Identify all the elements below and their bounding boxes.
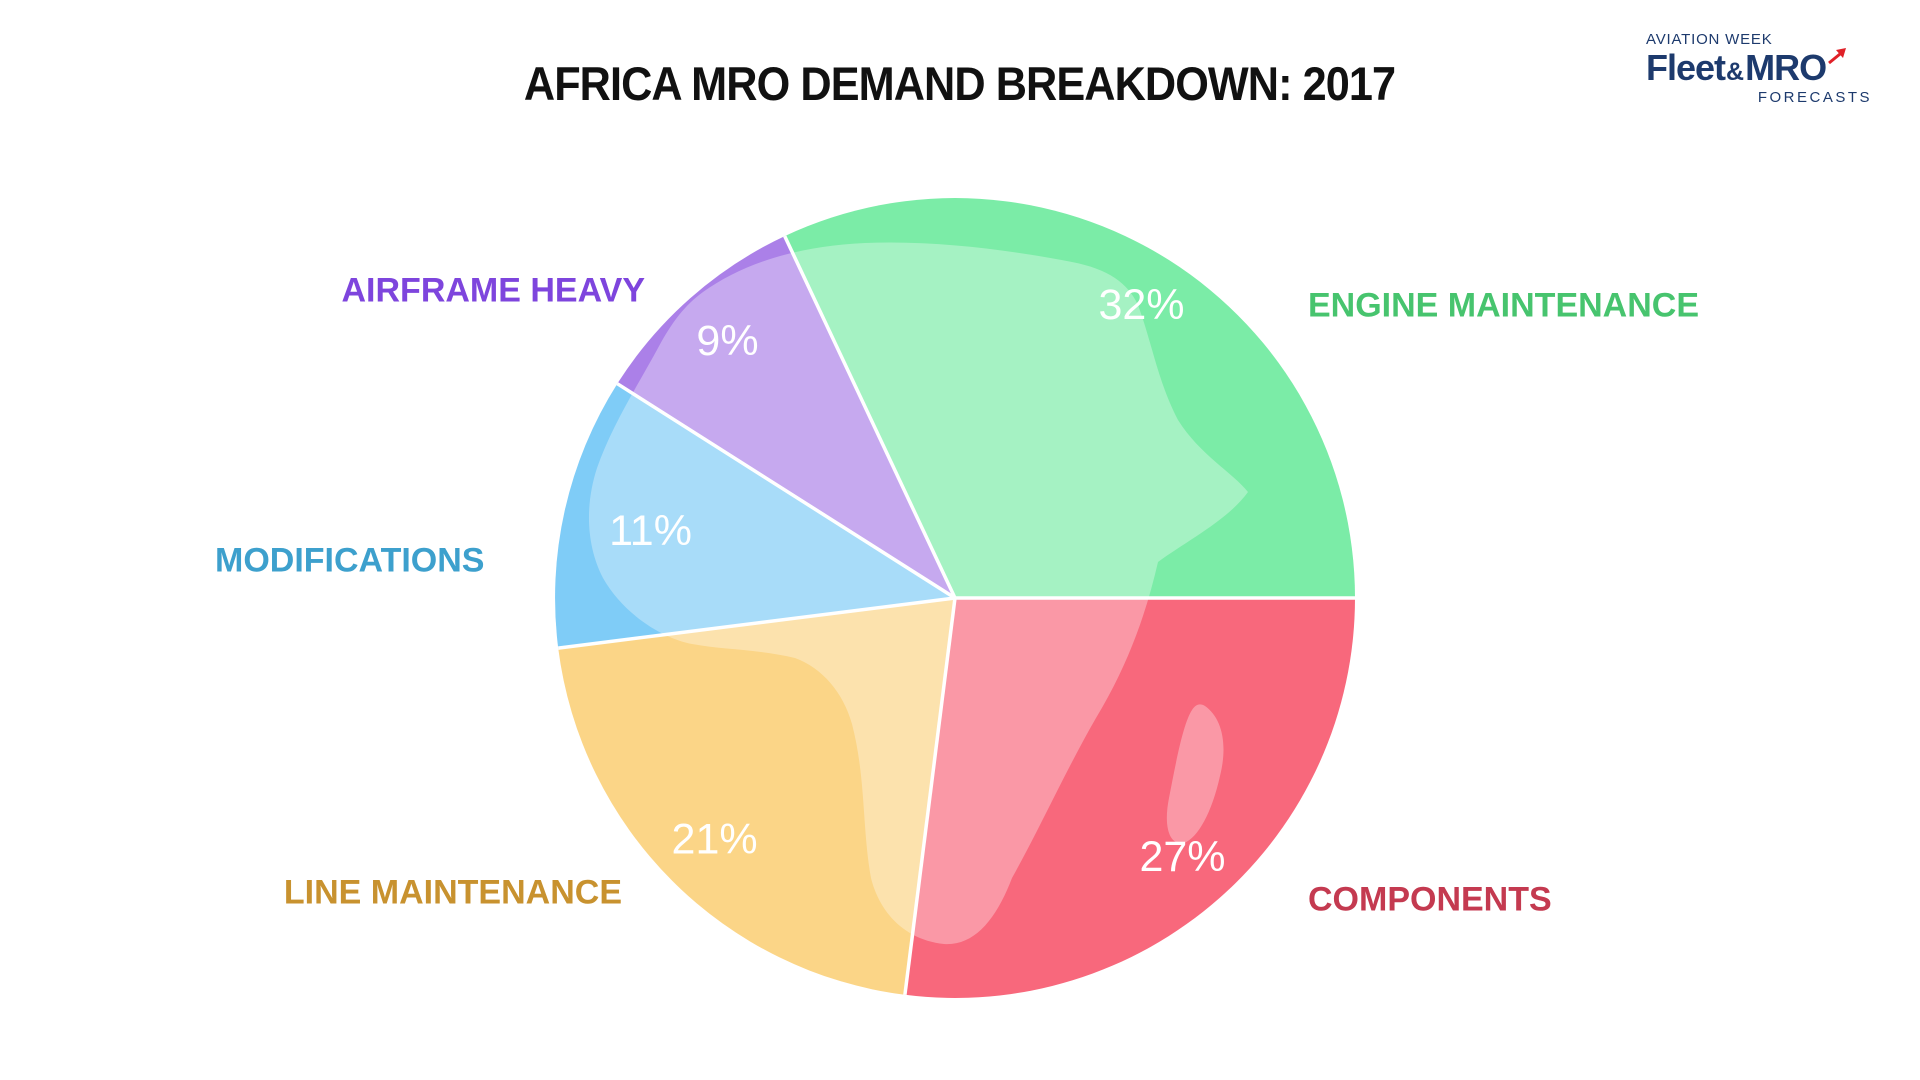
category-label-engine-maintenance: ENGINE MAINTENANCE (1308, 286, 1700, 325)
slice-separator (783, 235, 957, 599)
africa-map-silhouette (588, 242, 1248, 945)
slice-separator (557, 596, 956, 650)
logo-forecasts: FORECASTS (1757, 88, 1872, 106)
logo-aviation-week: AVIATION WEEK (1646, 31, 1773, 48)
slice-separator (903, 597, 957, 996)
value-label-airframe-heavy: 9% (696, 317, 758, 365)
category-label-components: COMPONENTS (1308, 880, 1552, 919)
category-label-line-maintenance: LINE MAINTENANCE (283, 873, 622, 912)
value-label-modifications: 11% (609, 507, 692, 555)
aviation-week-logo: AVIATION WEEK Fleet & MRO FORECASTS (1646, 32, 1872, 105)
category-label-airframe-heavy: AIRFRAME HEAVY (341, 271, 646, 310)
category-label-modifications: MODIFICATIONS (215, 541, 485, 580)
pie-slice-airframe-heavy (617, 236, 955, 598)
page-title: AFRICA MRO DEMAND BREAKDOWN: 2017 (524, 57, 1396, 110)
pie-slice-engine-maintenance (784, 198, 1355, 598)
pie-slice-line-maintenance (558, 598, 955, 995)
logo-arrow-icon (1828, 47, 1847, 64)
logo-fleet-mro: Fleet & MRO (1646, 47, 1872, 87)
slice-separator (616, 382, 956, 600)
pie-slice-modifications (555, 383, 955, 649)
value-label-components: 27% (1139, 833, 1225, 881)
value-label-line-maintenance: 21% (672, 815, 758, 863)
value-label-engine-maintenance: 32% (1098, 281, 1184, 329)
pie-slice-components (904, 598, 1355, 998)
